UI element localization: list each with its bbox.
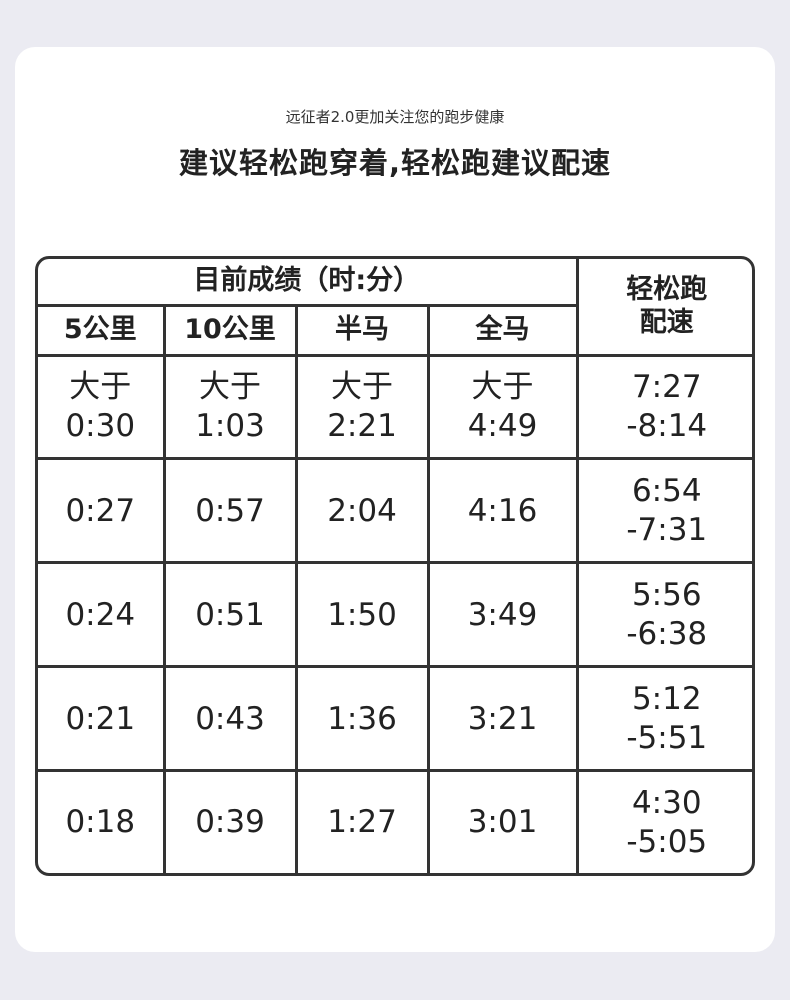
cell-line: 0:24 <box>65 596 136 633</box>
cell-line: 5:12 <box>631 681 702 718</box>
cell-line: -6:38 <box>626 615 708 652</box>
pace-cell: 5:56 -6:38 <box>575 561 752 669</box>
pace-cell: 7:27 -8:14 <box>575 353 752 461</box>
cell-line: 4:16 <box>467 492 538 529</box>
table-cell: 1:50 <box>294 561 430 669</box>
table-cell: 1:27 <box>294 769 430 873</box>
table-cell: 0:57 <box>162 457 298 565</box>
cell-line: 0:27 <box>65 492 136 529</box>
cell-line: 1:03 <box>195 407 265 444</box>
table-row: 0:27 0:57 2:04 4:16 6:54 -7:31 <box>38 457 752 565</box>
table-cell: 0:51 <box>162 561 298 669</box>
pace-header-line: 配速 <box>639 307 694 339</box>
cell-line: 0:18 <box>65 804 136 841</box>
column-header: 半马 <box>294 303 430 357</box>
table-cell: 0:43 <box>162 665 298 773</box>
cell-line: 1:36 <box>327 700 397 737</box>
page-title: 建议轻松跑穿着,轻松跑建议配速 <box>178 146 612 180</box>
pace-header-line: 轻松跑 <box>626 273 708 305</box>
table-row: 大于 0:30 大于 1:03 大于 2:21 大于 4:49 7:27 -8:14 <box>38 353 752 461</box>
table-cell: 3:01 <box>426 769 579 873</box>
pace-cell: 4:30 -5:05 <box>575 769 752 873</box>
cell-line: 2:21 <box>327 407 397 444</box>
table-cell: 大于 2:21 <box>294 353 430 461</box>
cell-line: 6:54 <box>631 473 702 510</box>
cell-line: 0:43 <box>195 700 265 737</box>
subtitle: 远征者2.0更加关注您的跑步健康 <box>285 108 505 126</box>
cell-line: 大于 <box>471 369 534 406</box>
cell-line: -8:14 <box>626 407 708 444</box>
cell-line: 0:51 <box>195 596 265 633</box>
column-header: 5公里 <box>38 303 166 357</box>
table-cell: 大于 4:49 <box>426 353 579 461</box>
table-cell: 1:36 <box>294 665 430 773</box>
table-cell: 大于 1:03 <box>162 353 298 461</box>
cell-line: 1:27 <box>327 804 397 841</box>
cell-line: -5:51 <box>626 719 708 756</box>
column-header: 10公里 <box>162 303 298 357</box>
cell-line: 4:49 <box>467 407 538 444</box>
column-header: 全马 <box>426 303 577 357</box>
table-row: 0:18 0:39 1:27 3:01 4:30 -5:05 <box>38 769 752 873</box>
cell-line: 大于 <box>69 369 132 406</box>
table-cell: 2:04 <box>294 457 430 565</box>
table-cell: 0:18 <box>38 769 166 873</box>
cell-line: -7:31 <box>626 511 708 548</box>
cell-line: 0:30 <box>65 407 136 444</box>
cell-line: 5:56 <box>631 577 702 614</box>
table-row: 0:24 0:51 1:50 3:49 5:56 -6:38 <box>38 561 752 669</box>
table-cell: 0:24 <box>38 561 166 669</box>
group-header: 目前成绩（时:分） <box>38 259 579 307</box>
table-cell: 0:21 <box>38 665 166 773</box>
cell-line: 大于 <box>331 369 393 406</box>
table-cell: 3:49 <box>426 561 579 669</box>
cell-line: 7:27 <box>631 369 702 406</box>
table-cell: 3:21 <box>426 665 579 773</box>
cell-line: 0:57 <box>195 492 265 529</box>
cell-line: 3:01 <box>467 804 538 841</box>
cell-line: 2:04 <box>327 492 397 529</box>
pace-table: 目前成绩（时:分） 轻松跑 配速 5公里 10公里 半马 全马 大于 0:30 大于 1… <box>35 256 755 876</box>
pace-header: 轻松跑 配速 <box>575 259 752 357</box>
table-cell: 0:39 <box>162 769 298 873</box>
pace-cell: 6:54 -7:31 <box>575 457 752 565</box>
table-cell: 0:27 <box>38 457 166 565</box>
cell-line: 大于 <box>199 369 261 406</box>
cell-line: 0:39 <box>195 804 265 841</box>
pace-cell: 5:12 -5:51 <box>575 665 752 773</box>
table-row: 0:21 0:43 1:36 3:21 5:12 -5:51 <box>38 665 752 773</box>
cell-line: 4:30 <box>631 784 702 821</box>
cell-line: 3:49 <box>467 596 538 633</box>
cell-line: 3:21 <box>467 700 538 737</box>
cell-line: 1:50 <box>327 596 397 633</box>
table-cell: 4:16 <box>426 457 579 565</box>
cell-line: -5:05 <box>626 823 708 860</box>
cell-line: 0:21 <box>65 700 136 737</box>
table-cell: 大于 0:30 <box>38 353 166 461</box>
